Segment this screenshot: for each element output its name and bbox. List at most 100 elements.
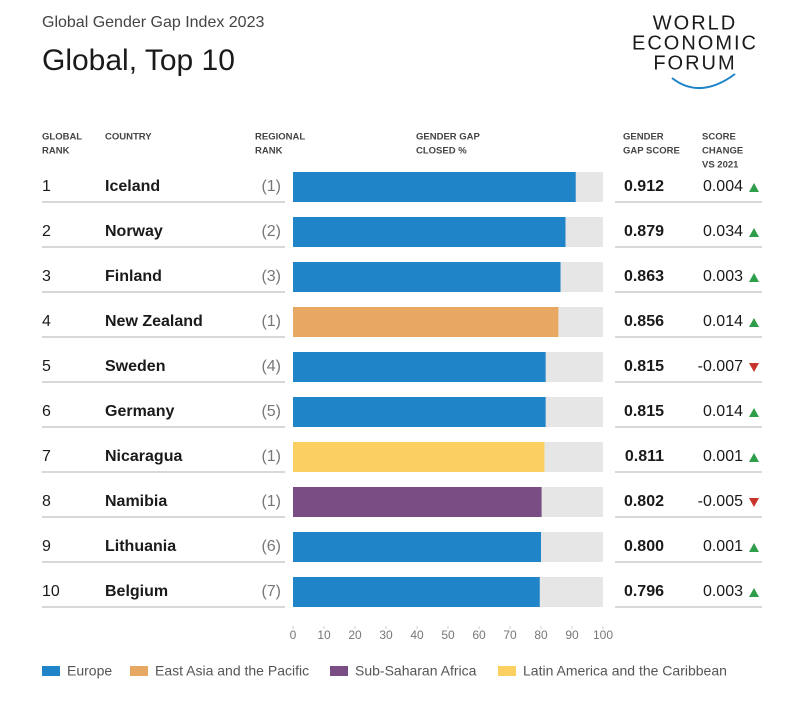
logo-text: ECONOMIC	[632, 32, 758, 54]
score-change: 0.014	[703, 313, 743, 330]
x-tick-label: 70	[503, 628, 517, 642]
score-change: 0.034	[703, 223, 743, 240]
trend-arrow	[749, 588, 759, 597]
global-rank: 4	[42, 313, 51, 330]
logo-text: FORUM	[653, 52, 736, 74]
x-tick-label: 40	[410, 628, 424, 642]
country: New Zealand	[105, 313, 203, 330]
score-change: -0.005	[698, 493, 743, 510]
bar	[293, 262, 561, 292]
global-rank: 5	[42, 358, 51, 375]
global-rank: 1	[42, 178, 51, 195]
regional-rank: (6)	[261, 538, 281, 555]
global-rank: 7	[42, 448, 51, 465]
logo-arc	[671, 73, 736, 90]
regional-rank: (1)	[261, 448, 281, 465]
legend-swatch	[330, 666, 348, 676]
global-rank: 10	[42, 583, 60, 600]
column-header: CLOSED %	[416, 146, 467, 157]
column-header: RANK	[255, 146, 283, 157]
column-header: RANK	[42, 146, 70, 157]
bar	[293, 217, 566, 247]
country: Germany	[105, 403, 174, 420]
legend-label: East Asia and the Pacific	[155, 663, 309, 679]
regional-rank: (1)	[261, 493, 281, 510]
column-header: GENDER	[623, 132, 664, 143]
legend-label: Sub-Saharan Africa	[355, 663, 477, 679]
subtitle: Global Gender Gap Index 2023	[42, 14, 264, 31]
score-change: 0.003	[703, 583, 743, 600]
x-tick-label: 50	[441, 628, 455, 642]
trend-arrow	[749, 363, 759, 372]
country: Iceland	[105, 178, 160, 195]
score-change: 0.003	[703, 268, 743, 285]
bar	[293, 172, 576, 202]
x-tick-label: 60	[472, 628, 486, 642]
x-tick-label: 20	[348, 628, 362, 642]
country: Namibia	[105, 493, 167, 510]
column-header: REGIONAL	[255, 132, 305, 143]
x-tick-label: 100	[593, 628, 613, 642]
column-header: COUNTRY	[105, 132, 152, 143]
country: Belgium	[105, 583, 168, 600]
global-rank: 2	[42, 223, 51, 240]
trend-arrow	[749, 318, 759, 327]
column-header: GAP SCORE	[623, 146, 680, 157]
regional-rank: (4)	[261, 358, 281, 375]
score: 0.802	[624, 493, 664, 510]
logo-text: WORLD	[653, 12, 737, 34]
score: 0.879	[624, 223, 664, 240]
country: Finland	[105, 268, 162, 285]
bar	[293, 577, 540, 607]
column-header: SCORE	[702, 132, 736, 143]
trend-arrow	[749, 408, 759, 417]
column-header: GLOBAL	[42, 132, 82, 143]
global-rank: 3	[42, 268, 51, 285]
regional-rank: (5)	[261, 403, 281, 420]
bar	[293, 397, 546, 427]
regional-rank: (1)	[261, 313, 281, 330]
country: Nicaragua	[105, 448, 182, 465]
legend-swatch	[42, 666, 60, 676]
bar	[293, 307, 559, 337]
regional-rank: (7)	[261, 583, 281, 600]
bar	[293, 532, 541, 562]
bar	[293, 442, 545, 472]
score: 0.815	[624, 358, 664, 375]
trend-arrow	[749, 453, 759, 462]
regional-rank: (2)	[261, 223, 281, 240]
score-change: -0.007	[698, 358, 743, 375]
trend-arrow	[749, 183, 759, 192]
column-header: CHANGE	[702, 146, 743, 157]
title: Global, Top 10	[42, 44, 235, 77]
regional-rank: (3)	[261, 268, 281, 285]
bar	[293, 487, 542, 517]
trend-arrow	[749, 498, 759, 507]
score: 0.912	[624, 178, 664, 195]
legend-label: Latin America and the Caribbean	[523, 663, 727, 679]
score: 0.815	[624, 403, 664, 420]
column-header: GENDER GAP	[416, 132, 481, 143]
column-header: VS 2021	[702, 160, 739, 171]
x-tick-label: 90	[565, 628, 579, 642]
score-change: 0.014	[703, 403, 743, 420]
trend-arrow	[749, 543, 759, 552]
country: Norway	[105, 223, 163, 240]
country: Lithuania	[105, 538, 176, 555]
global-rank: 8	[42, 493, 51, 510]
x-tick-label: 10	[317, 628, 331, 642]
score: 0.800	[624, 538, 664, 555]
country: Sweden	[105, 358, 165, 375]
legend-swatch	[498, 666, 516, 676]
trend-arrow	[749, 228, 759, 237]
score-change: 0.001	[703, 538, 743, 555]
global-rank: 9	[42, 538, 51, 555]
legend-label: Europe	[67, 663, 112, 679]
x-tick-label: 30	[379, 628, 393, 642]
trend-arrow	[749, 273, 759, 282]
score-change: 0.004	[703, 178, 743, 195]
score: 0.811	[625, 448, 664, 465]
score: 0.856	[624, 313, 664, 330]
score: 0.796	[624, 583, 664, 600]
